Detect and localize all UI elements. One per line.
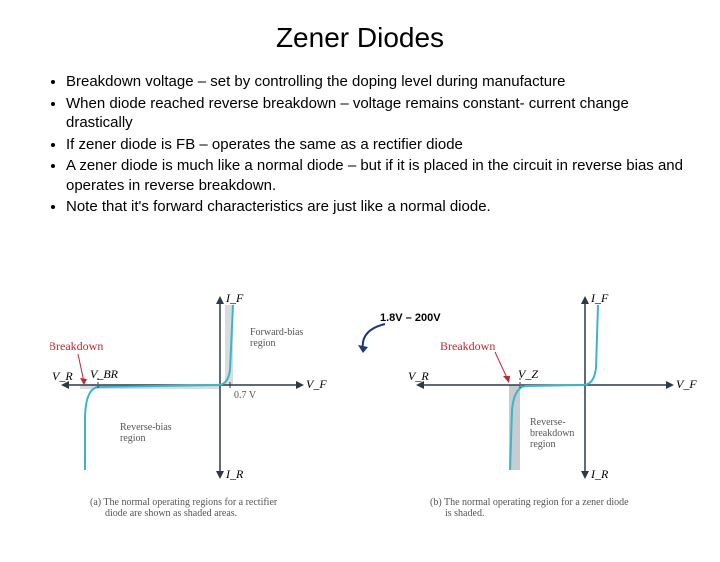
arrowhead (503, 376, 510, 383)
chart-rectifier-diode: I_F I_R V_F V_R V_BR 0.7 V Breakdown For… (50, 290, 370, 520)
chart-caption: (b) The normal operating region for a ze… (430, 497, 629, 519)
annotation-arrow-icon (355, 320, 395, 360)
arrowhead (581, 471, 589, 479)
arrowhead (216, 296, 224, 304)
vbr-label: V_BR (90, 367, 119, 381)
arrowhead (666, 381, 674, 389)
list-item: If zener diode is FB – operates the same… (66, 135, 690, 155)
arrowhead (80, 378, 87, 385)
breakdown-arrow (78, 354, 84, 382)
axis-label-if: I_F (590, 291, 609, 305)
list-item: Note that it's forward characteristics a… (66, 197, 690, 217)
bullet-list: Breakdown voltage – set by controlling t… (48, 72, 690, 217)
arrowhead (296, 381, 304, 389)
list-item: A zener diode is much like a normal diod… (66, 156, 690, 195)
fwd-region-label: Forward-biasregion (250, 327, 303, 349)
axis-label-ir: I_R (590, 467, 609, 481)
breakdown-label: Breakdown (440, 339, 495, 353)
list-item: When diode reached reverse breakdown – v… (66, 94, 690, 133)
axis-label-ir: I_R (225, 467, 244, 481)
axis-label-vr: V_R (408, 369, 429, 383)
axis-label-vf: V_F (676, 377, 697, 391)
arrowhead (581, 296, 589, 304)
charts-container: I_F I_R V_F V_R V_BR 0.7 V Breakdown For… (0, 290, 720, 550)
breakdown-label: Breakdown (50, 339, 103, 353)
list-item: Breakdown voltage – set by controlling t… (66, 72, 690, 92)
breakdown-arrow (495, 352, 508, 380)
chart-caption: (a) The normal operating regions for a r… (90, 497, 278, 519)
arrowhead (216, 471, 224, 479)
knee-label: 0.7 V (234, 390, 257, 401)
rev-region-label: Reverse-biasregion (120, 422, 172, 444)
page-title: Zener Diodes (0, 22, 720, 54)
rev-bd-region-label: Reverse-breakdownregion (530, 417, 574, 450)
vz-label: V_Z (518, 367, 538, 381)
axis-label-vr: V_R (52, 369, 73, 383)
axis-label-vf: V_F (306, 377, 327, 391)
chart-zener-diode: I_F I_R V_F V_R V_Z Breakdown Reverse-br… (390, 290, 710, 520)
axis-label-if: I_F (225, 291, 244, 305)
